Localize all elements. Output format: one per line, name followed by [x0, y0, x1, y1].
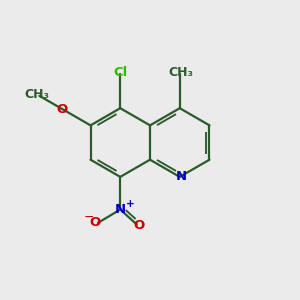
Text: O: O — [134, 219, 145, 232]
Text: O: O — [57, 103, 68, 116]
Text: −: − — [84, 211, 94, 224]
Text: +: + — [125, 199, 134, 208]
Text: CH₃: CH₃ — [169, 67, 194, 80]
Text: N: N — [115, 203, 126, 216]
Text: CH₃: CH₃ — [25, 88, 50, 101]
Text: N: N — [176, 170, 187, 183]
Text: O: O — [90, 216, 101, 230]
Text: Cl: Cl — [113, 66, 127, 79]
